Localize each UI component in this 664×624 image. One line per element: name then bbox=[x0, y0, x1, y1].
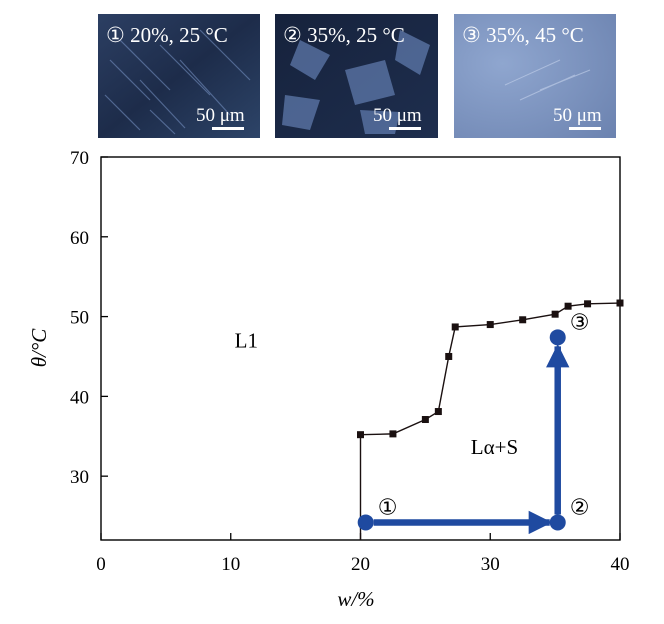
micrograph-1-scale-bar bbox=[212, 127, 244, 130]
y-tick-label: 50 bbox=[70, 308, 89, 329]
region-label: Lα+S bbox=[471, 435, 518, 459]
micrograph-2-scale-bar bbox=[389, 127, 421, 130]
state-point bbox=[357, 514, 374, 531]
y-tick-label: 40 bbox=[70, 387, 89, 408]
boundary-point bbox=[551, 310, 559, 318]
x-tick-label: 10 bbox=[221, 554, 240, 575]
boundary-point bbox=[445, 352, 453, 360]
x-tick-label: 30 bbox=[481, 554, 500, 575]
x-tick-label: 40 bbox=[611, 554, 630, 575]
y-axis-label: θ/°C bbox=[27, 328, 51, 368]
micrograph-3: ③ 35%, 45 °C 50 μm bbox=[454, 14, 616, 138]
y-tick-label: 70 bbox=[70, 148, 89, 169]
state-label: ① bbox=[378, 494, 398, 519]
region-label: L1 bbox=[235, 329, 258, 353]
boundary-point bbox=[519, 316, 527, 324]
phase-region-labels: L1 Lα+S bbox=[235, 329, 519, 459]
transition-path: ① ② ③ bbox=[357, 309, 590, 535]
boundary-point bbox=[486, 321, 494, 329]
micrograph-3-scale-bar bbox=[569, 127, 601, 130]
y-tick-label: 60 bbox=[70, 228, 89, 249]
state-label: ③ bbox=[570, 309, 590, 334]
y-tick-label: 30 bbox=[70, 467, 89, 488]
state-label: ② bbox=[570, 494, 590, 519]
micrograph-1: ① 20%, 25 °C 50 μm bbox=[98, 14, 260, 138]
micrograph-3-scale-label: 50 μm bbox=[553, 105, 602, 126]
boundary-point bbox=[584, 300, 592, 308]
x-axis-ticks: 0 10 20 30 40 bbox=[96, 533, 630, 575]
boundary-point bbox=[357, 431, 364, 439]
micrograph-2: ② 35%, 25 °C 50 μm bbox=[275, 14, 438, 138]
micrograph-1-caption: ① 20%, 25 °C bbox=[106, 23, 228, 47]
boundary-point bbox=[389, 430, 397, 438]
x-tick-label: 20 bbox=[351, 554, 370, 575]
micrograph-2-scale-label: 50 μm bbox=[373, 105, 422, 126]
boundary-point bbox=[564, 302, 572, 310]
micrograph-3-caption: ③ 35%, 45 °C bbox=[462, 23, 584, 47]
micrograph-1-scale-label: 50 μm bbox=[196, 105, 245, 126]
phase-boundary-series bbox=[357, 299, 624, 540]
boundary-point bbox=[421, 416, 429, 424]
x-tick-label: 0 bbox=[96, 554, 106, 575]
state-point bbox=[549, 514, 566, 531]
boundary-point bbox=[616, 299, 624, 307]
micrograph-2-caption: ② 35%, 25 °C bbox=[283, 23, 405, 47]
y-axis-ticks: 30 40 50 60 70 bbox=[70, 148, 108, 488]
boundary-point bbox=[451, 323, 459, 331]
x-axis-label: w/% bbox=[337, 587, 374, 611]
boundary-point bbox=[434, 408, 442, 416]
state-point bbox=[549, 329, 566, 346]
